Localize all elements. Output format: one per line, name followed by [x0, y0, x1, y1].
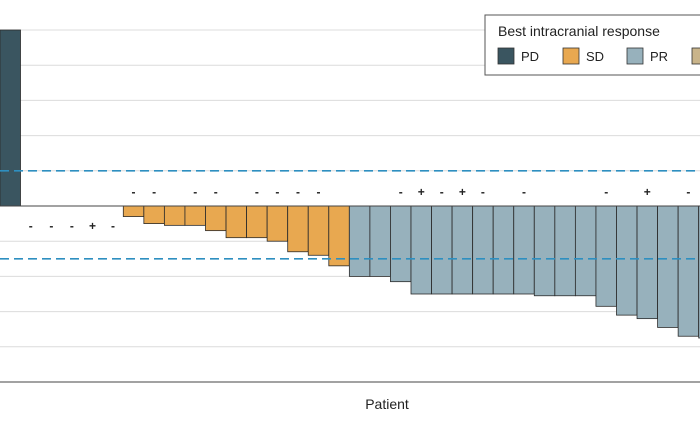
- minus-marker: -: [49, 219, 53, 233]
- legend-swatch: [562, 47, 580, 65]
- bar: [328, 205, 350, 267]
- legend-label: SD: [586, 49, 604, 64]
- minus-marker: -: [70, 219, 74, 233]
- bar: [205, 205, 227, 232]
- bar: [616, 205, 638, 316]
- bar: [431, 205, 453, 295]
- plus-marker: +: [89, 219, 96, 233]
- bar: [677, 205, 700, 337]
- markers: ---+----------+-+---+--: [29, 185, 691, 233]
- bar: [410, 205, 432, 295]
- legend-label: PR: [650, 49, 668, 64]
- bar: [225, 205, 247, 239]
- minus-marker: -: [440, 185, 444, 199]
- legend-entries: PD SD PR: [497, 47, 700, 65]
- minus-marker: -: [604, 185, 608, 199]
- x-axis-label: Patient: [365, 396, 409, 412]
- plus-marker: +: [644, 185, 651, 199]
- minus-marker: -: [214, 185, 218, 199]
- bar: [451, 205, 474, 295]
- bar: [554, 205, 576, 297]
- bar: [287, 205, 309, 253]
- minus-marker: -: [275, 185, 279, 199]
- bar: [0, 29, 21, 207]
- legend-swatch: [626, 47, 644, 65]
- bar: [143, 205, 165, 225]
- bar: [369, 205, 391, 277]
- minus-marker: -: [317, 185, 321, 199]
- minus-marker: -: [111, 219, 115, 233]
- minus-marker: -: [481, 185, 485, 199]
- bar: [163, 205, 186, 226]
- bar: [246, 205, 268, 239]
- plus-marker: +: [459, 185, 466, 199]
- bar: [575, 205, 597, 297]
- minus-marker: -: [399, 185, 403, 199]
- legend-swatch: [497, 47, 515, 65]
- legend: Best intracranial response PD SD PR: [484, 14, 700, 76]
- minus-marker: -: [255, 185, 259, 199]
- minus-marker: -: [522, 185, 526, 199]
- bar: [533, 205, 556, 297]
- minus-marker: -: [152, 185, 156, 199]
- bar: [266, 205, 289, 242]
- legend-label: PD: [521, 49, 539, 64]
- bar: [390, 205, 412, 283]
- minus-marker: -: [686, 185, 690, 199]
- minus-marker: -: [29, 219, 33, 233]
- bar: [513, 205, 535, 295]
- minus-marker: -: [296, 185, 300, 199]
- legend-title: Best intracranial response: [498, 23, 660, 39]
- bar: [595, 205, 617, 307]
- bar: [492, 205, 515, 295]
- bar: [307, 205, 330, 256]
- bar: [122, 205, 145, 217]
- legend-box: [484, 14, 700, 76]
- legend-swatch: [691, 47, 700, 65]
- bar: [698, 205, 700, 339]
- plus-marker: +: [418, 185, 425, 199]
- threshold-lines: [0, 170, 700, 260]
- bar: [636, 205, 658, 320]
- bar: [657, 205, 679, 328]
- bar: [184, 205, 206, 226]
- minus-marker: -: [132, 185, 136, 199]
- bar: [348, 205, 371, 277]
- minus-marker: -: [193, 185, 197, 199]
- bar: [472, 205, 494, 295]
